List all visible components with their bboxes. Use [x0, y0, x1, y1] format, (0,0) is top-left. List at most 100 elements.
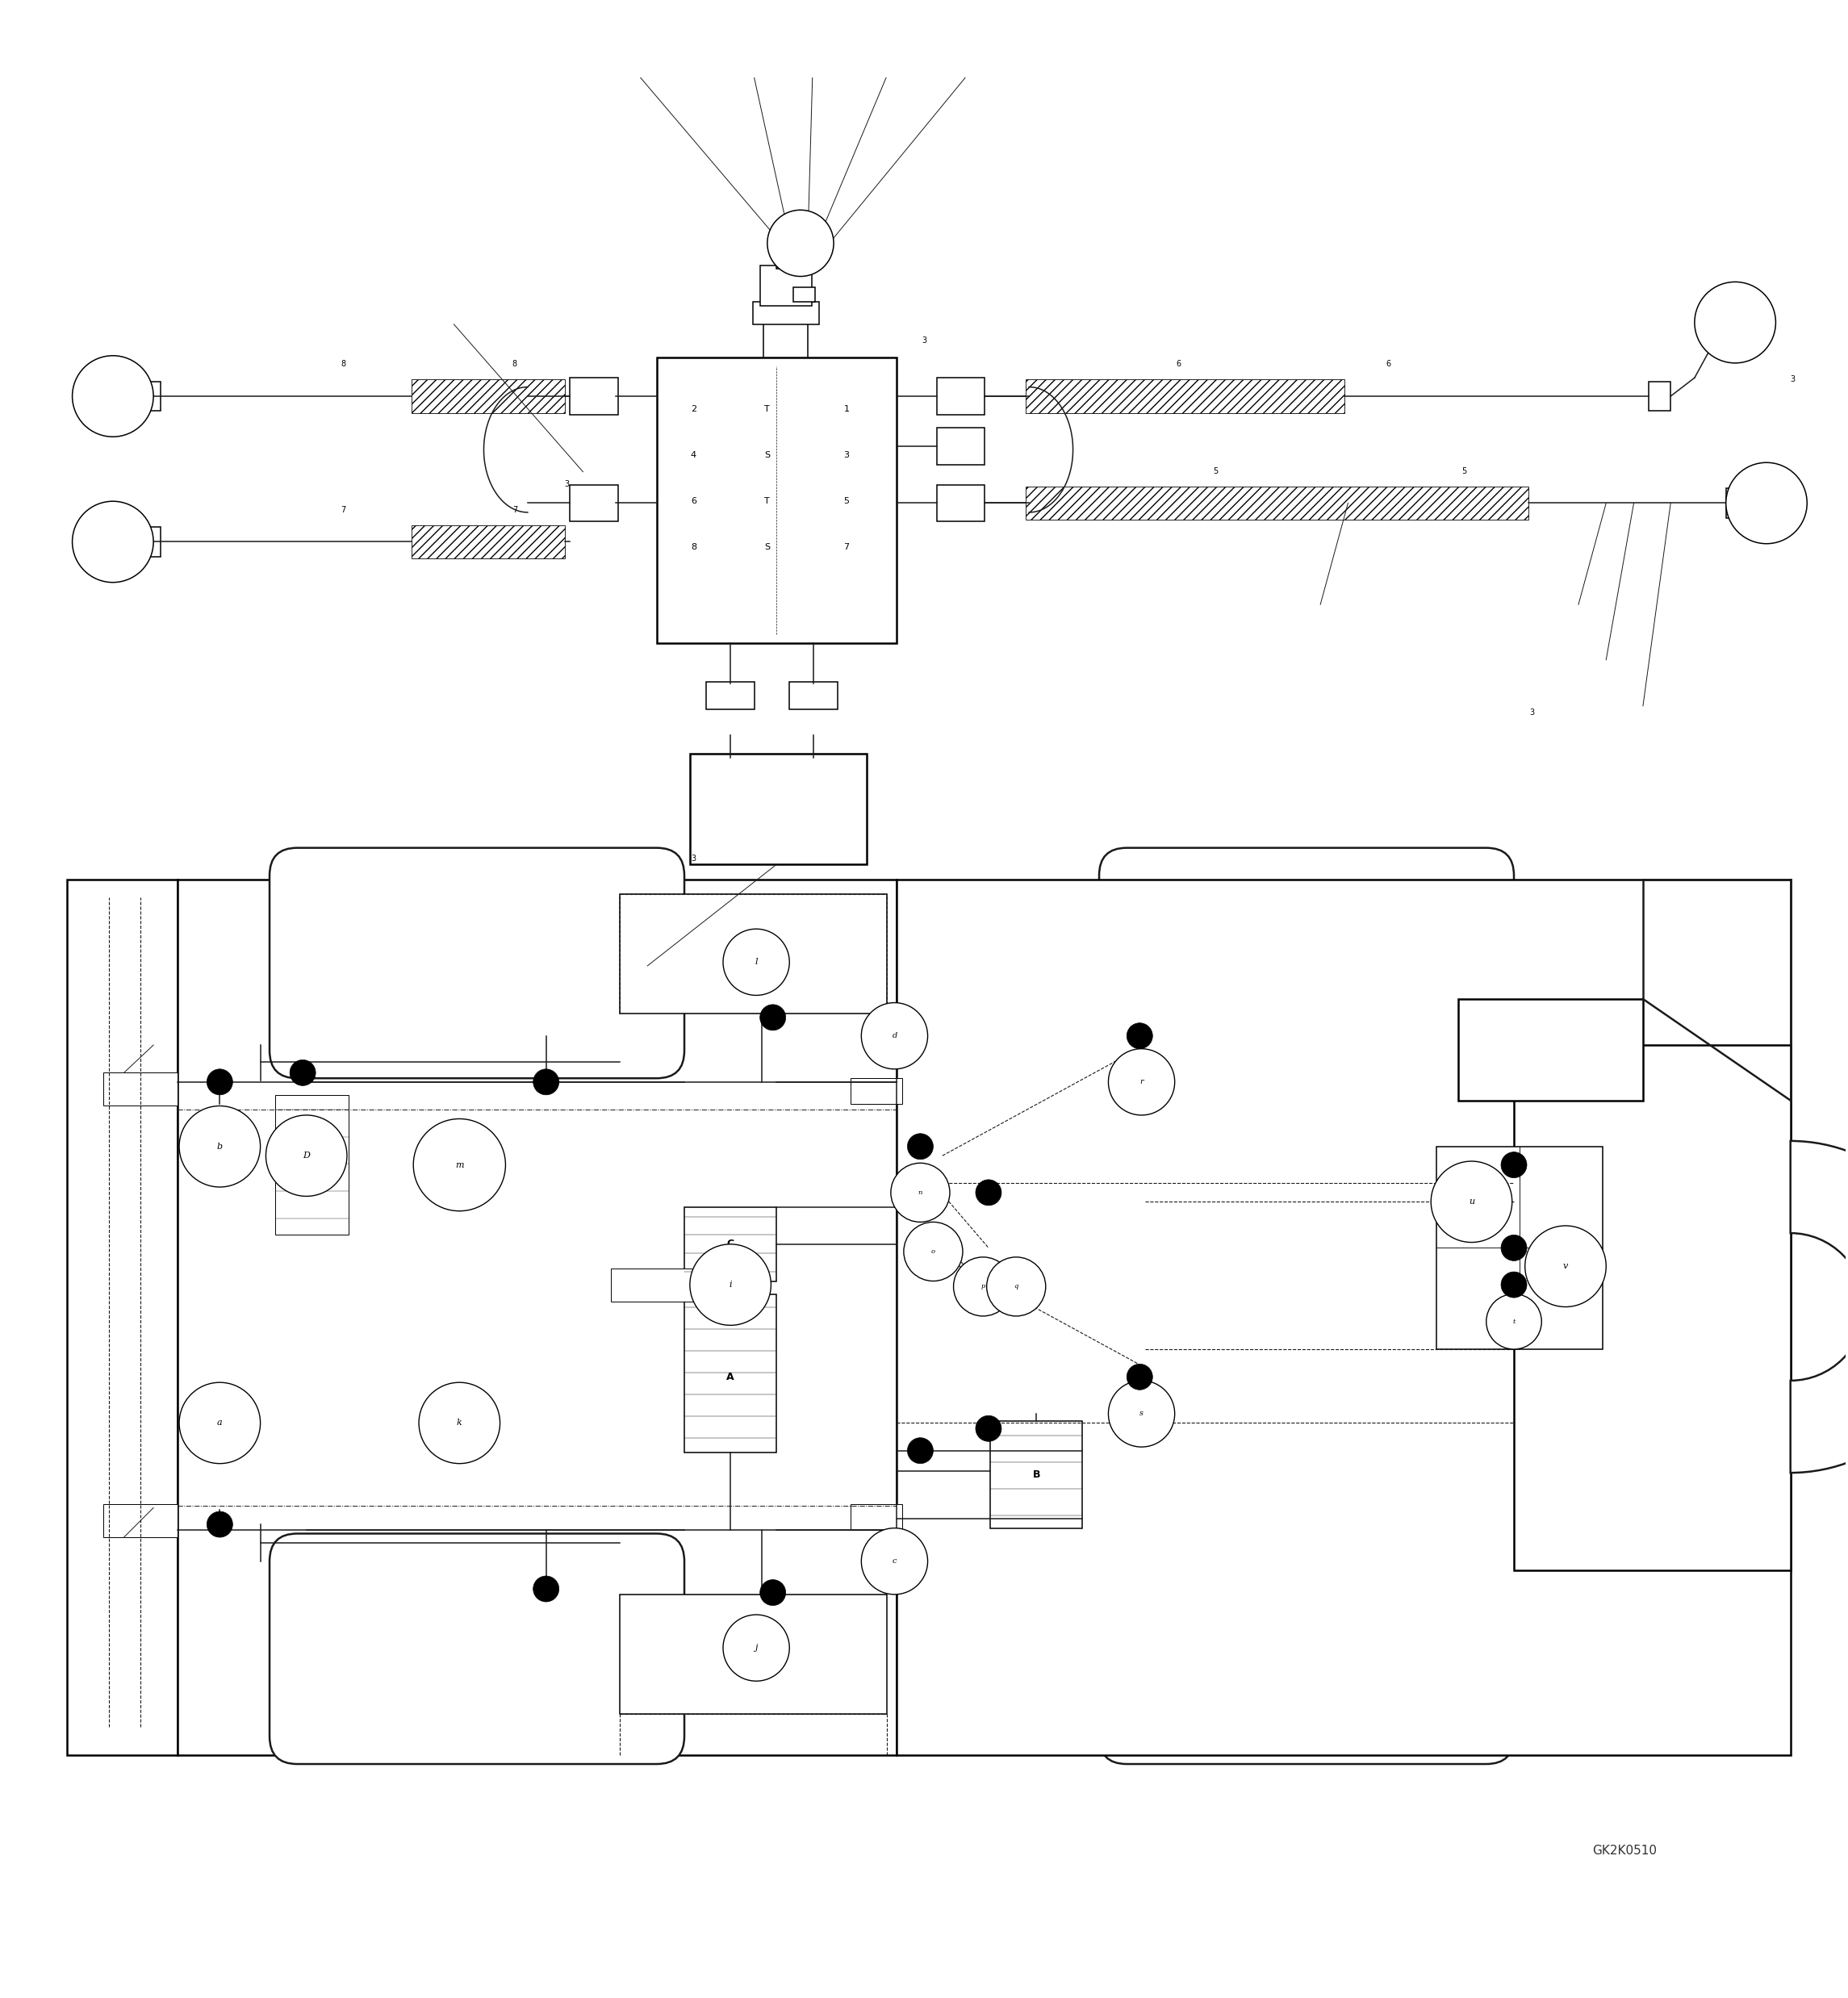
Text: 4: 4 — [691, 452, 697, 460]
Bar — [610, 1269, 721, 1301]
Text: i: i — [728, 1281, 732, 1289]
Bar — [1026, 488, 1528, 519]
Text: C: C — [726, 1239, 734, 1249]
Bar — [619, 893, 887, 1013]
Bar — [684, 1207, 776, 1281]
Circle shape — [767, 210, 833, 276]
Bar — [850, 1504, 902, 1530]
Circle shape — [414, 1119, 506, 1211]
Circle shape — [1127, 1023, 1153, 1049]
Circle shape — [891, 1163, 950, 1223]
FancyBboxPatch shape — [270, 847, 684, 1079]
Text: 6: 6 — [1175, 360, 1181, 368]
Bar — [139, 382, 161, 412]
Bar — [684, 1295, 776, 1453]
Text: m: m — [455, 1161, 464, 1169]
Bar — [103, 1073, 177, 1107]
Bar — [991, 1421, 1083, 1528]
Bar — [1458, 999, 1643, 1101]
Circle shape — [760, 1580, 785, 1606]
Text: 7: 7 — [340, 505, 346, 513]
Bar — [937, 486, 985, 521]
Bar — [1648, 382, 1671, 412]
Circle shape — [861, 1528, 928, 1594]
Circle shape — [1109, 1049, 1175, 1115]
Text: l: l — [754, 959, 758, 967]
Text: 7: 7 — [512, 505, 517, 513]
Circle shape — [534, 1576, 558, 1602]
Circle shape — [907, 1133, 933, 1159]
Bar — [789, 681, 837, 709]
Circle shape — [1486, 1295, 1541, 1349]
Bar — [776, 244, 795, 270]
Text: 1: 1 — [845, 406, 850, 414]
Text: b: b — [216, 1143, 222, 1151]
Circle shape — [72, 501, 153, 581]
Bar — [1514, 1045, 1791, 1570]
Bar — [1026, 380, 1343, 414]
Text: GK2K0510: GK2K0510 — [1593, 1844, 1658, 1856]
Text: 6: 6 — [1386, 360, 1392, 368]
Text: 5: 5 — [845, 498, 850, 505]
Bar — [1436, 1147, 1602, 1349]
Text: 3: 3 — [845, 452, 850, 460]
Text: v: v — [1563, 1263, 1569, 1271]
Text: S: S — [765, 543, 771, 551]
Text: D: D — [303, 1151, 310, 1159]
Bar — [937, 428, 985, 464]
Text: 8: 8 — [340, 360, 346, 368]
Bar — [763, 318, 808, 358]
Bar — [706, 681, 754, 709]
Circle shape — [861, 1003, 928, 1069]
Circle shape — [976, 1179, 1002, 1205]
Wedge shape — [1791, 1141, 1848, 1473]
Bar — [177, 879, 896, 1754]
Text: 3: 3 — [691, 855, 697, 863]
Circle shape — [907, 1439, 933, 1465]
Bar — [412, 525, 564, 557]
Bar — [760, 266, 811, 306]
Circle shape — [290, 1059, 316, 1085]
Text: 3: 3 — [564, 480, 569, 488]
Text: o: o — [931, 1249, 935, 1255]
Text: p: p — [981, 1283, 985, 1291]
Circle shape — [266, 1115, 347, 1197]
Bar — [619, 1594, 887, 1714]
Circle shape — [689, 1245, 771, 1325]
Circle shape — [1127, 1365, 1153, 1391]
Bar — [1726, 488, 1748, 517]
Circle shape — [534, 1069, 558, 1095]
Bar — [67, 879, 177, 1754]
Text: c: c — [893, 1558, 896, 1564]
Circle shape — [72, 356, 153, 438]
Text: T: T — [765, 498, 771, 505]
Text: 2: 2 — [691, 406, 697, 414]
Circle shape — [179, 1383, 261, 1465]
Text: t: t — [1512, 1319, 1515, 1325]
Bar — [752, 302, 819, 324]
Text: 5: 5 — [1462, 468, 1467, 476]
Circle shape — [1695, 282, 1776, 364]
Circle shape — [954, 1257, 1013, 1317]
Circle shape — [419, 1383, 501, 1465]
Bar — [850, 1079, 902, 1105]
Bar — [103, 1504, 177, 1536]
Circle shape — [1525, 1225, 1606, 1307]
Bar — [937, 378, 985, 416]
Text: T: T — [765, 406, 771, 414]
Text: 6: 6 — [691, 498, 697, 505]
Text: 3: 3 — [1530, 709, 1536, 717]
Circle shape — [1501, 1273, 1526, 1297]
Text: S: S — [765, 452, 771, 460]
Text: 3: 3 — [922, 336, 926, 344]
Circle shape — [987, 1257, 1046, 1317]
Text: s: s — [1140, 1411, 1144, 1417]
Circle shape — [1430, 1161, 1512, 1243]
Bar — [275, 1095, 349, 1235]
FancyBboxPatch shape — [270, 1534, 684, 1764]
Circle shape — [207, 1510, 233, 1536]
Bar — [569, 378, 617, 416]
Circle shape — [179, 1107, 261, 1187]
Text: k: k — [456, 1419, 462, 1427]
Bar — [412, 380, 564, 414]
